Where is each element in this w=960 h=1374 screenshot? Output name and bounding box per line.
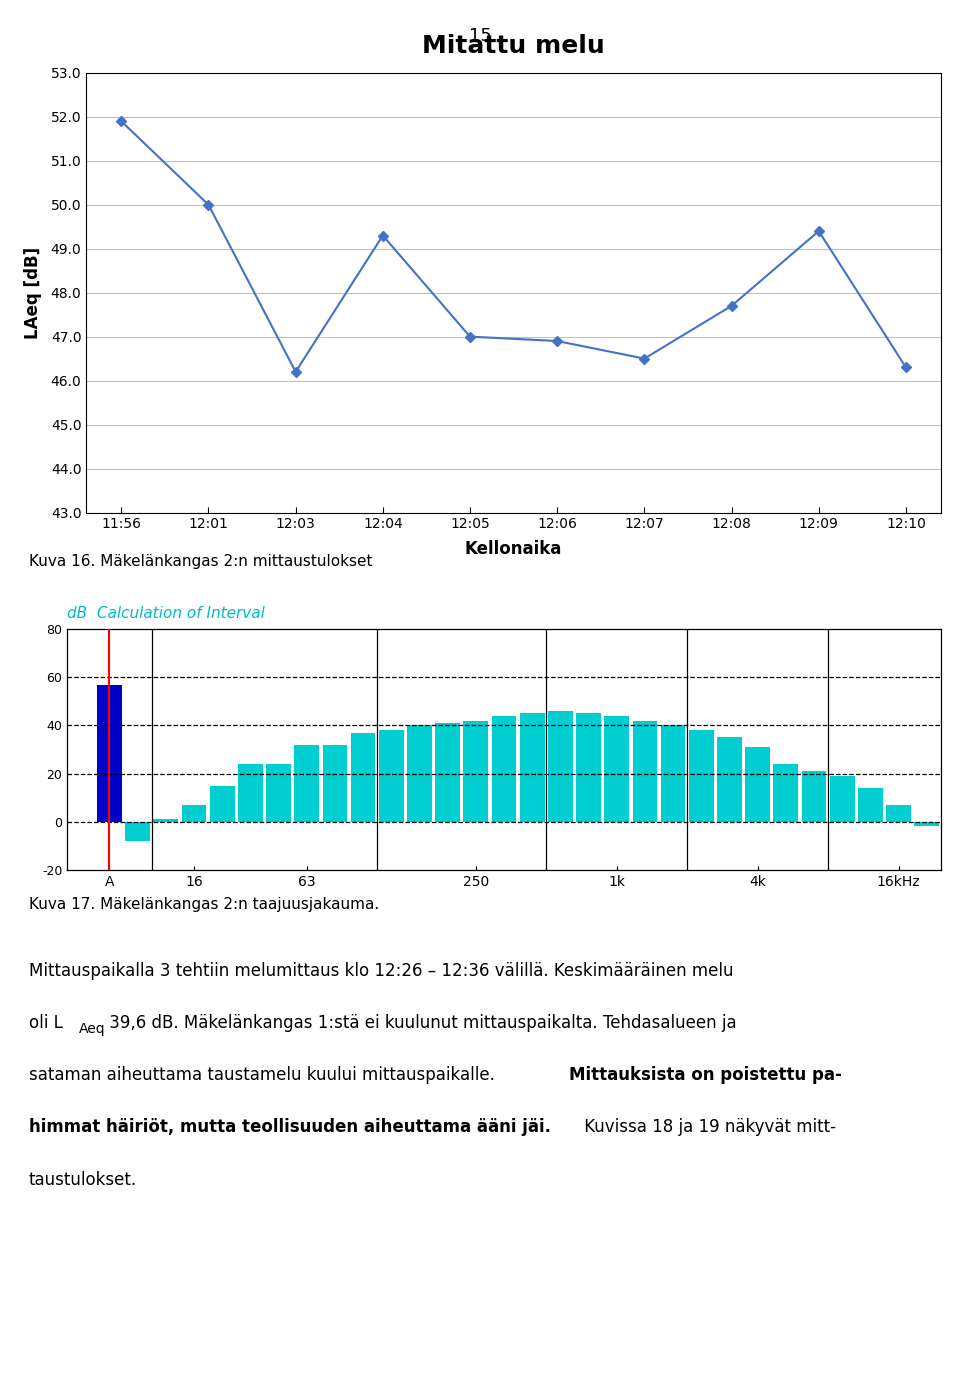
Text: 39,6 dB. Mäkelänkangas 1:stä ei kuulunut mittauspaikalta. Tehdasalueen ja: 39,6 dB. Mäkelänkangas 1:stä ei kuulunut…	[104, 1014, 736, 1032]
Bar	[350, 732, 375, 822]
Bar	[802, 771, 827, 822]
Text: himmat häiriöt, mutta teollisuuden aiheuttama ääni jäi.: himmat häiriöt, mutta teollisuuden aiheu…	[29, 1118, 551, 1136]
Bar	[323, 745, 348, 822]
Text: Kuva 17. Mäkelänkangas 2:n taajuusjakauma.: Kuva 17. Mäkelänkangas 2:n taajuusjakaum…	[29, 897, 379, 912]
Bar	[548, 712, 573, 822]
Title: Mitattu melu: Mitattu melu	[422, 34, 605, 58]
Bar	[519, 713, 544, 822]
Text: sataman aiheuttama taustamelu kuului mittauspaikalle.: sataman aiheuttama taustamelu kuului mit…	[29, 1066, 500, 1084]
Bar	[210, 786, 234, 822]
Bar	[829, 776, 854, 822]
Text: Aeq: Aeq	[79, 1022, 106, 1036]
Y-axis label: LAeq [dB]: LAeq [dB]	[24, 246, 42, 339]
Bar	[886, 805, 911, 822]
Bar	[774, 764, 798, 822]
Bar	[266, 764, 291, 822]
Bar	[181, 805, 206, 822]
Text: 15: 15	[468, 27, 492, 45]
Bar	[914, 822, 939, 826]
Bar	[125, 822, 150, 841]
Text: taustulokset.: taustulokset.	[29, 1171, 137, 1189]
Bar	[97, 684, 122, 822]
Bar	[633, 720, 658, 822]
Bar	[858, 789, 883, 822]
Bar	[407, 725, 432, 822]
Bar	[238, 764, 263, 822]
Bar	[492, 716, 516, 822]
Text: Mittauksista on poistettu pa-: Mittauksista on poistettu pa-	[568, 1066, 842, 1084]
Text: Mittauspaikalla 3 tehtiin melumittaus klo 12:26 – 12:36 välillä. Keskimääräinen : Mittauspaikalla 3 tehtiin melumittaus kl…	[29, 962, 733, 980]
Bar	[717, 738, 742, 822]
Bar	[660, 725, 685, 822]
Bar	[576, 713, 601, 822]
Bar	[689, 730, 713, 822]
Bar	[745, 747, 770, 822]
Text: Kuvissa 18 ja 19 näkyvät mitt-: Kuvissa 18 ja 19 näkyvät mitt-	[579, 1118, 836, 1136]
Bar	[295, 745, 319, 822]
Bar	[435, 723, 460, 822]
Bar	[464, 720, 489, 822]
X-axis label: Kellonaika: Kellonaika	[465, 540, 563, 558]
Text: Kuva 16. Mäkelänkangas 2:n mittaustulokset: Kuva 16. Mäkelänkangas 2:n mittaustuloks…	[29, 554, 372, 569]
Text: dB  Calculation of Interval: dB Calculation of Interval	[67, 606, 265, 621]
Text: oli L: oli L	[29, 1014, 62, 1032]
Bar	[605, 716, 629, 822]
Bar	[379, 730, 403, 822]
Bar	[154, 819, 179, 822]
